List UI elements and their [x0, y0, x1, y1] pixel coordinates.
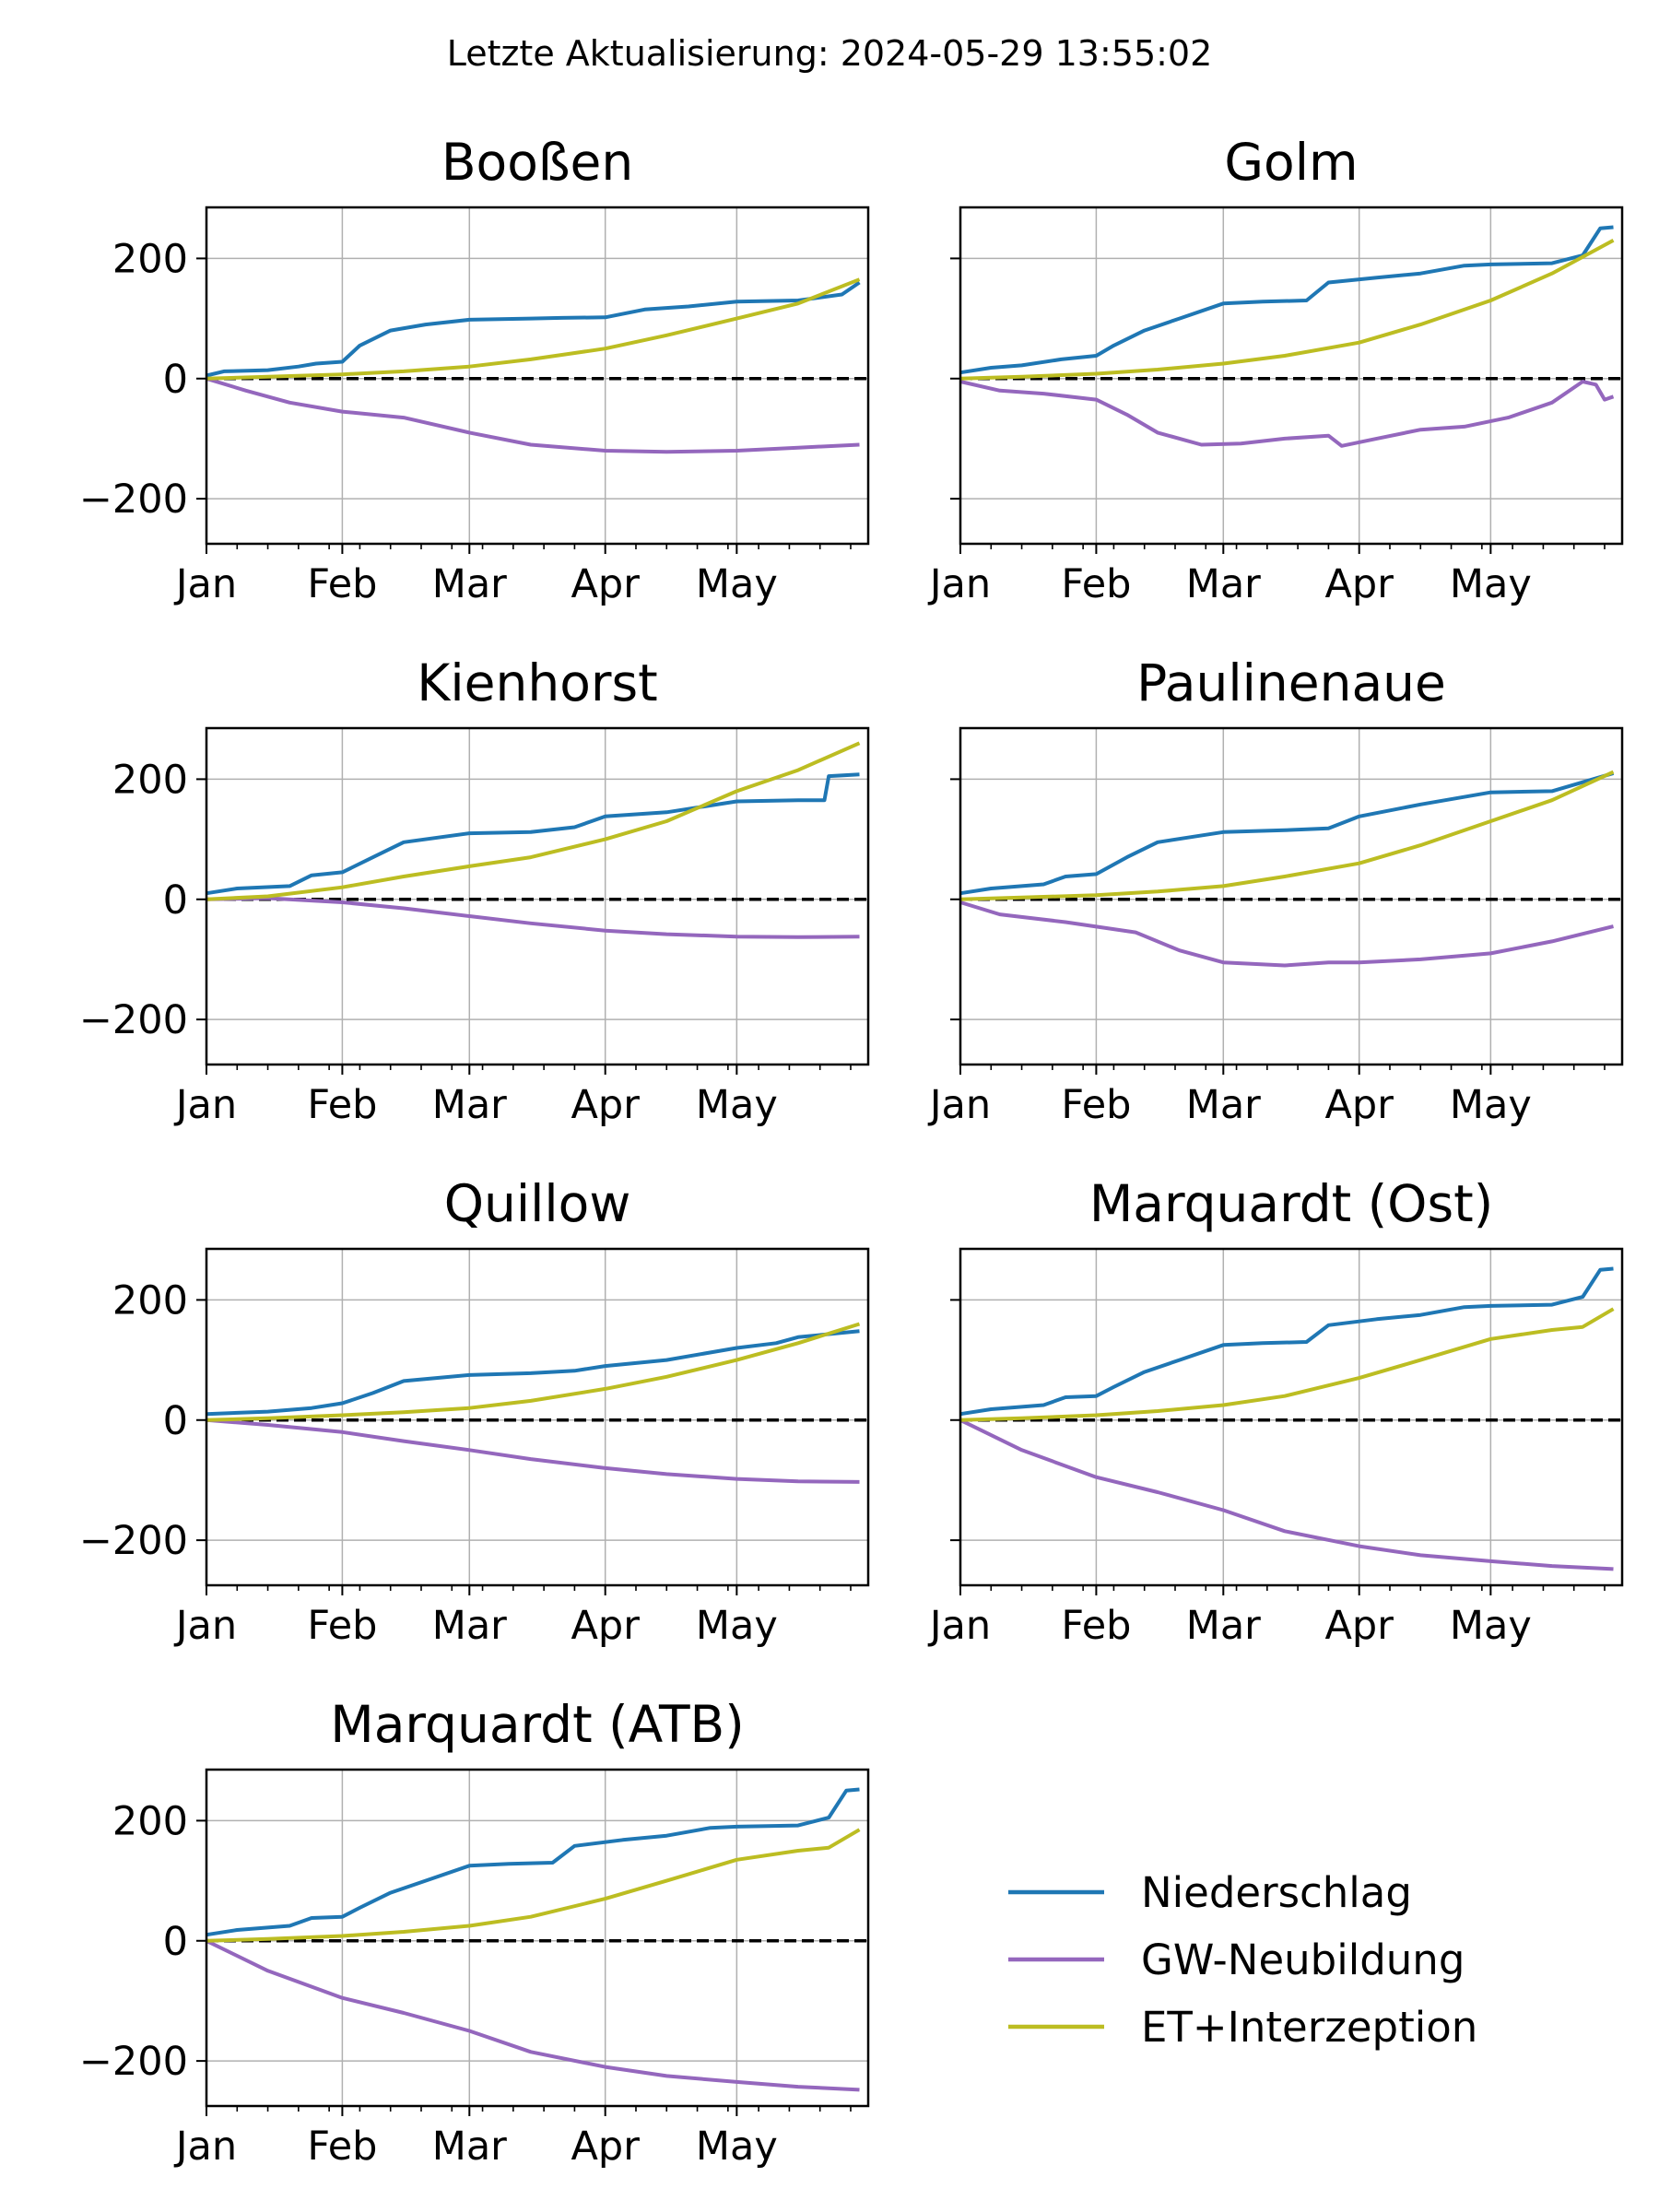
x-tick-label: Mar — [432, 561, 507, 607]
x-tick-label: May — [1450, 1082, 1532, 1128]
series-line-niederschlag — [206, 772, 860, 896]
y-tick-label: 200 — [112, 757, 188, 803]
x-tick-label: Mar — [1186, 561, 1261, 607]
panel-boo-en: Jan Feb Mar Apr May 200 0 −200 Booßen — [79, 133, 870, 607]
series-line-et-interzeption — [206, 1828, 861, 1943]
panel-title: Paulinenaue — [1136, 653, 1446, 712]
x-tick-label: Apr — [1325, 1603, 1394, 1649]
x-tick-label: Mar — [1186, 1082, 1261, 1128]
legend-label: ET+Interzeption — [1141, 2003, 1477, 2052]
panel-quillow: Jan Feb Mar Apr May 200 0 −200 Quillow — [79, 1174, 870, 1649]
x-tick-label: Apr — [571, 1603, 641, 1649]
panel-title: Kienhorst — [417, 653, 657, 712]
x-tick-label: May — [1450, 561, 1532, 607]
series-line-gw-neubildung — [206, 1418, 860, 1484]
x-tick-label: Feb — [1061, 561, 1131, 607]
y-tick-label: −200 — [79, 477, 188, 523]
x-tick-label: Jan — [927, 1082, 991, 1128]
axes-frame — [205, 1247, 870, 1587]
y-tick-label: 0 — [163, 1398, 188, 1444]
axes-frame — [959, 206, 1624, 546]
x-tick-label: Apr — [1325, 561, 1394, 607]
series-line-et-interzeption — [959, 239, 1615, 381]
series-line-gw-neubildung — [959, 1418, 1614, 1571]
x-tick-label: May — [696, 2124, 778, 2170]
x-tick-label: Feb — [307, 561, 377, 607]
series-line-niederschlag — [959, 771, 1615, 896]
legend-label: Niederschlag — [1141, 1868, 1412, 1917]
x-tick-label: Apr — [571, 1082, 641, 1128]
x-tick-label: May — [696, 1082, 778, 1128]
x-tick-label: Jan — [927, 1603, 991, 1649]
panel-title: Marquardt (Ost) — [1089, 1174, 1493, 1233]
x-tick-label: Jan — [173, 2124, 237, 2170]
axes-frame — [959, 1247, 1624, 1587]
series-line-niederschlag — [206, 1329, 860, 1417]
x-tick-label: Feb — [1061, 1603, 1131, 1649]
axes-frame — [959, 726, 1624, 1066]
x-tick-label: Mar — [432, 1082, 507, 1128]
y-tick-label: 200 — [112, 1277, 188, 1324]
x-tick-label: Apr — [571, 561, 641, 607]
figure-suptitle: Letzte Aktualisierung: 2024-05-29 13:55:… — [446, 33, 1213, 74]
series-line-et-interzeption — [959, 1307, 1615, 1422]
panel-title: Quillow — [444, 1174, 631, 1233]
x-tick-label: Feb — [1061, 1082, 1131, 1128]
y-tick-label: 200 — [112, 236, 188, 282]
x-tick-label: Apr — [1325, 1082, 1394, 1128]
x-tick-label: Mar — [432, 1603, 507, 1649]
y-tick-label: −200 — [79, 1518, 188, 1564]
x-tick-label: Jan — [173, 561, 237, 607]
x-tick-label: Feb — [307, 1603, 377, 1649]
series-line-et-interzeption — [206, 741, 861, 901]
x-tick-label: Mar — [1186, 1603, 1261, 1649]
x-tick-label: May — [696, 1603, 778, 1649]
y-tick-label: 0 — [163, 357, 188, 403]
x-tick-label: Jan — [173, 1082, 237, 1128]
series-line-et-interzeption — [206, 277, 861, 381]
x-tick-label: May — [696, 561, 778, 607]
legend-label: GW-Neubildung — [1141, 1936, 1465, 1984]
panel-title: Marquardt (ATB) — [330, 1695, 744, 1754]
y-tick-label: −200 — [79, 997, 188, 1043]
series-line-niederschlag — [206, 1787, 860, 1937]
y-tick-label: −200 — [79, 2039, 188, 2085]
series-line-gw-neubildung — [959, 380, 1615, 448]
x-tick-label: Feb — [307, 2124, 377, 2170]
panel-title: Golm — [1224, 133, 1358, 192]
series-line-niederschlag — [959, 1266, 1614, 1417]
series-line-gw-neubildung — [206, 896, 860, 939]
panel-marquardt-atb: Jan Feb Mar Apr May 200 0 −200 Marquardt (ATB) — [79, 1695, 870, 2170]
x-tick-label: Mar — [432, 2124, 507, 2170]
panel-golm: Jan Feb Mar Apr May Golm — [927, 133, 1624, 607]
panel-kienhorst: Jan Feb Mar Apr May 200 0 −200 Kienhorst — [79, 653, 870, 1128]
y-tick-label: 200 — [112, 1798, 188, 1844]
y-tick-label: 0 — [163, 877, 188, 924]
series-line-gw-neubildung — [206, 1939, 860, 2092]
x-tick-label: Apr — [571, 2124, 641, 2170]
panel-title: Booßen — [441, 133, 633, 192]
series-line-niederschlag — [206, 280, 861, 378]
x-tick-label: May — [1450, 1603, 1532, 1649]
series-line-et-interzeption — [206, 1322, 861, 1422]
panel-marquardt-ost: Jan Feb Mar Apr May Marquardt (Ost) — [927, 1174, 1624, 1649]
axes-frame — [205, 206, 870, 546]
panel-paulinenaue: Jan Feb Mar Apr May Paulinenaue — [927, 653, 1624, 1128]
series-line-et-interzeption — [959, 770, 1615, 901]
series-line-niederschlag — [959, 225, 1614, 375]
y-tick-label: 0 — [163, 1919, 188, 1965]
axes-frame — [205, 726, 870, 1066]
series-line-gw-neubildung — [959, 900, 1614, 968]
series-line-gw-neubildung — [206, 376, 860, 454]
x-tick-label: Jan — [927, 561, 991, 607]
x-tick-label: Feb — [307, 1082, 377, 1128]
legend: Niederschlag GW-Neubildung ET+Interzeption — [1008, 1868, 1477, 2052]
x-tick-label: Jan — [173, 1603, 237, 1649]
axes-frame — [205, 1768, 870, 2108]
